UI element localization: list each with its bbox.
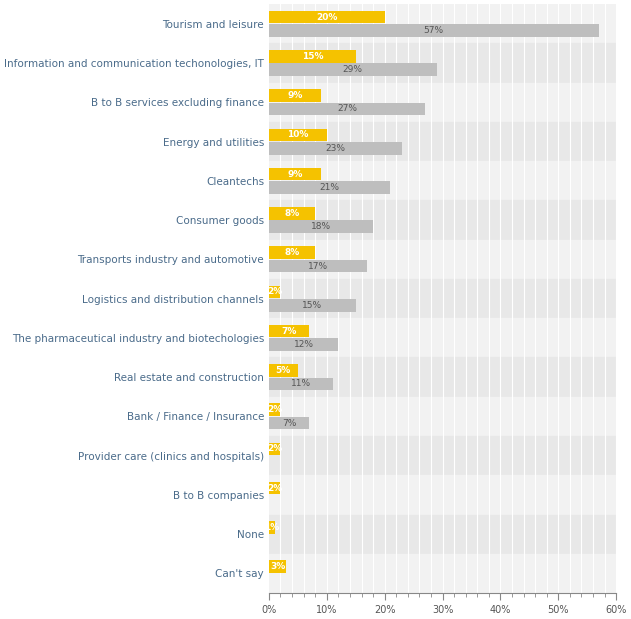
Bar	[269, 168, 321, 180]
Bar	[269, 43, 616, 83]
Text: 15%: 15%	[302, 301, 322, 310]
Text: 7%: 7%	[282, 418, 297, 428]
Text: 2%: 2%	[267, 444, 282, 454]
Text: 29%: 29%	[343, 65, 363, 74]
Text: 23%: 23%	[326, 144, 345, 153]
Text: 2%: 2%	[267, 405, 282, 414]
Bar	[269, 122, 616, 161]
Text: 18%: 18%	[311, 222, 331, 232]
Bar	[269, 246, 316, 259]
Bar	[269, 4, 616, 43]
Text: 1%: 1%	[264, 523, 280, 532]
Bar	[269, 83, 616, 122]
Text: 57%: 57%	[424, 26, 444, 35]
Text: 9%: 9%	[287, 170, 303, 179]
Bar	[269, 24, 599, 37]
Bar	[269, 554, 616, 593]
Bar	[269, 318, 616, 358]
Bar	[269, 142, 402, 155]
Bar	[269, 63, 437, 76]
Bar	[269, 279, 616, 318]
Bar	[269, 397, 616, 436]
Bar	[269, 364, 298, 377]
Bar	[269, 299, 356, 311]
Text: 7%: 7%	[281, 327, 297, 335]
Text: 17%: 17%	[308, 261, 328, 271]
Text: 9%: 9%	[287, 91, 303, 100]
Bar	[269, 201, 616, 240]
Text: 8%: 8%	[285, 209, 300, 218]
Bar	[269, 417, 309, 430]
Bar	[269, 325, 309, 337]
Bar	[269, 260, 367, 272]
Text: 2%: 2%	[267, 483, 282, 493]
Bar	[269, 560, 286, 573]
Bar	[269, 240, 616, 279]
Bar	[269, 285, 280, 298]
Bar	[269, 89, 321, 102]
Bar	[269, 358, 616, 397]
Bar	[269, 443, 280, 455]
Text: 2%: 2%	[267, 287, 282, 297]
Bar	[269, 514, 616, 554]
Bar	[269, 338, 338, 351]
Text: 20%: 20%	[316, 12, 338, 22]
Text: 3%: 3%	[270, 562, 285, 571]
Text: 8%: 8%	[285, 248, 300, 257]
Bar	[269, 521, 274, 534]
Text: 5%: 5%	[276, 366, 291, 375]
Bar	[269, 378, 333, 390]
Bar	[269, 181, 391, 194]
Text: 10%: 10%	[287, 131, 309, 139]
Bar	[269, 404, 280, 416]
Bar	[269, 50, 356, 63]
Text: 11%: 11%	[291, 379, 311, 388]
Bar	[269, 220, 373, 233]
Bar	[269, 11, 385, 24]
Text: 15%: 15%	[302, 52, 323, 61]
Bar	[269, 475, 616, 514]
Text: 21%: 21%	[320, 183, 339, 192]
Bar	[269, 436, 616, 475]
Bar	[269, 129, 327, 141]
Bar	[269, 103, 425, 115]
Text: 12%: 12%	[293, 340, 314, 349]
Text: 27%: 27%	[337, 105, 357, 113]
Bar	[269, 207, 316, 220]
Bar	[269, 161, 616, 201]
Bar	[269, 482, 280, 495]
